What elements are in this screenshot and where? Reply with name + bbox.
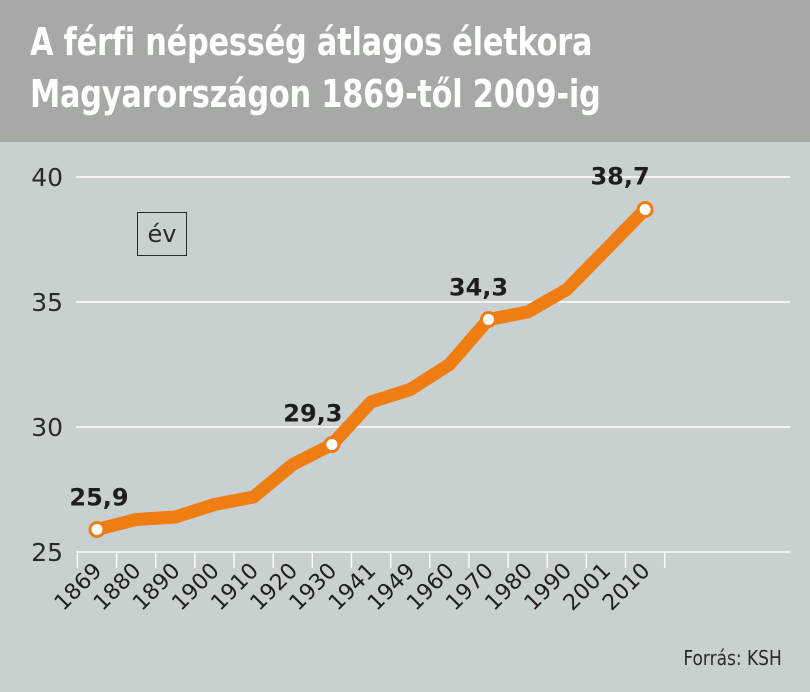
series-line bbox=[90, 203, 652, 536]
title-line-2: Magyarországon 1869-től 2009-ig bbox=[30, 72, 601, 116]
y-tick-label: 30 bbox=[31, 413, 63, 442]
data-point-marker bbox=[480, 311, 497, 328]
data-point-marker bbox=[323, 436, 341, 453]
data-label: 25,9 bbox=[69, 484, 128, 512]
source-note: Forrás: KSH bbox=[683, 646, 782, 670]
title-banner: A férfi népesség átlagos életkora Magyar… bbox=[0, 0, 810, 142]
y-tick-label: 25 bbox=[31, 538, 63, 567]
data-point-marker bbox=[636, 201, 654, 218]
title-line-1: A férfi népesség átlagos életkora bbox=[30, 20, 593, 64]
y-tick-label: 35 bbox=[31, 288, 63, 317]
unit-label: év bbox=[137, 212, 187, 256]
data-label: 34,3 bbox=[449, 274, 508, 302]
data-point-marker bbox=[88, 521, 106, 538]
data-label: 38,7 bbox=[590, 163, 649, 191]
data-label: 29,3 bbox=[283, 400, 342, 428]
y-tick-label: 40 bbox=[31, 163, 63, 192]
